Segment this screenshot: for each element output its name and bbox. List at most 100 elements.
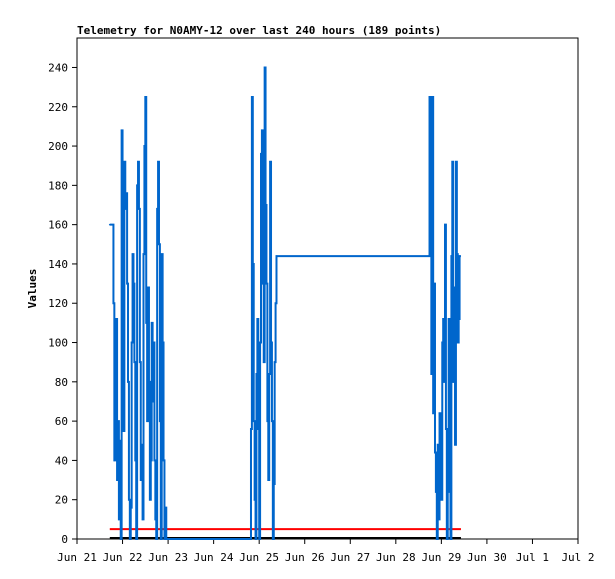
x-tick-label: Jun 25	[239, 551, 279, 564]
data-point	[163, 538, 166, 540]
data-point	[427, 255, 430, 257]
data-point	[256, 318, 259, 320]
data-point	[272, 483, 275, 485]
data-point	[442, 318, 444, 320]
data-point	[458, 255, 461, 257]
y-tick-label: 240	[48, 61, 68, 74]
data-point	[432, 412, 434, 415]
data-point	[448, 491, 451, 493]
data-point	[447, 318, 450, 320]
data-point	[264, 204, 267, 206]
data-point	[132, 282, 135, 285]
data-point	[433, 282, 435, 285]
data-point	[123, 160, 126, 163]
data-point	[158, 243, 160, 246]
data-point	[122, 430, 125, 432]
data-point	[254, 538, 257, 540]
data-point	[457, 318, 460, 320]
series-points	[108, 66, 461, 540]
data-point	[262, 282, 264, 285]
data-point	[119, 439, 121, 442]
x-axis: Jun 21 Jun 22 Jun 23 Jun 24 Jun 25 Jun 26 Jun …	[57, 539, 595, 564]
data-point	[165, 538, 168, 540]
data-point	[266, 420, 269, 422]
y-tick-label: 40	[55, 454, 68, 467]
data-point	[143, 145, 146, 147]
data-point	[431, 96, 434, 98]
data-point	[251, 96, 253, 98]
y-tick-label: 100	[48, 337, 68, 350]
data-point	[454, 443, 456, 446]
y-tick-label: 220	[48, 101, 68, 114]
data-point	[445, 428, 447, 430]
data-point	[257, 428, 260, 430]
data-point	[253, 498, 256, 501]
data-point	[124, 208, 127, 210]
data-point	[127, 381, 129, 383]
y-axis-title: Values	[26, 269, 39, 309]
y-tick-label: 60	[55, 415, 68, 428]
data-point	[260, 153, 262, 155]
data-point	[449, 538, 452, 540]
y-tick-label: 80	[55, 376, 68, 389]
data-point	[162, 459, 165, 462]
x-tick-label: Jun 22	[103, 551, 143, 564]
data-point	[151, 400, 154, 403]
y-axis: 0 20 40 60 80 100 120 140 160 180 200 220 240	[48, 61, 77, 546]
data-point	[139, 479, 142, 481]
data-point	[275, 255, 278, 257]
data-point	[152, 341, 155, 344]
data-point	[157, 160, 159, 163]
data-point	[133, 361, 136, 363]
data-point	[265, 282, 268, 285]
data-point	[150, 322, 153, 324]
data-point	[161, 341, 164, 344]
data-point	[270, 341, 272, 344]
y-tick-label: 200	[48, 140, 68, 153]
data-point	[149, 498, 151, 501]
data-point	[149, 459, 152, 462]
data-point	[160, 538, 162, 540]
data-point	[134, 459, 137, 462]
data-point	[117, 420, 119, 422]
data-point	[115, 318, 117, 320]
data-point	[139, 361, 141, 363]
data-point	[446, 538, 448, 540]
data-point	[271, 420, 273, 422]
data-point	[250, 428, 252, 430]
data-point	[120, 129, 123, 132]
x-tick-label: Jul 2	[561, 551, 594, 564]
data-point	[144, 96, 147, 98]
data-point	[439, 443, 442, 446]
data-point	[160, 253, 163, 255]
data-point	[443, 381, 445, 383]
data-point	[450, 255, 453, 257]
x-tick-label: Jun 28	[376, 551, 416, 564]
data-point	[159, 420, 161, 422]
data-point	[112, 302, 115, 305]
data-point	[135, 538, 138, 540]
data-point	[452, 381, 455, 383]
data-point	[440, 498, 443, 501]
data-point	[156, 208, 158, 210]
data-point	[130, 341, 133, 344]
x-tick-label: Jun 27	[330, 551, 370, 564]
data-point	[451, 160, 454, 163]
data-point	[436, 443, 439, 446]
data-point	[429, 176, 432, 179]
data-point	[274, 302, 277, 305]
data-point	[154, 518, 157, 521]
data-point	[128, 498, 130, 501]
data-point	[113, 459, 116, 462]
data-point	[119, 538, 122, 540]
data-point	[131, 253, 134, 255]
data-point	[435, 491, 437, 493]
data-point	[153, 459, 156, 462]
data-point	[121, 231, 124, 234]
data-point	[108, 223, 111, 226]
y-tick-label: 20	[55, 494, 68, 507]
data-point	[267, 479, 270, 481]
data-point	[273, 361, 276, 363]
data-point	[125, 192, 127, 195]
data-point	[455, 160, 457, 163]
